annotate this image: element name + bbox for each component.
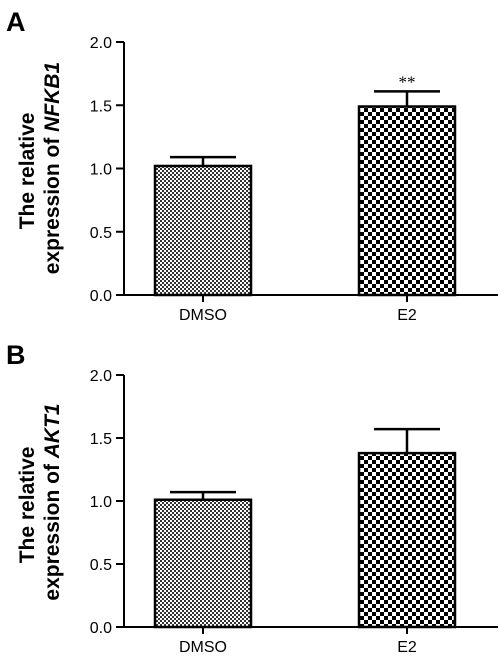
y-tick-label: 0.5 [90,557,112,574]
panel-b: B The relative expression of AKT1 0.0 0.5… [6,340,498,656]
x-tick-label: E2 [397,307,417,324]
bar-dmso [153,164,253,297]
bar-e2 [357,105,457,297]
y-tick-label: 1.5 [90,98,112,115]
y-tick-label: 1.0 [90,494,112,511]
bar-dmso [153,498,253,629]
y-tick-label: 0.0 [90,620,112,637]
y-axis-label: The relative expression of NFKB1 [16,62,64,274]
plot-area: 0.0 0.5 1.0 1.5 2.0 DMSO E2 ** [90,35,498,324]
panel-a: A The relative expression of NFKB1 0.00.… [6,7,498,324]
significance-label: ** [399,72,416,91]
y-axis-label-gene: NFKB1 [41,62,64,132]
y-axis-label-line2: expression of NFKB1 [41,62,64,274]
panel-label: A [6,7,26,37]
bar-e2 [357,451,457,629]
y-tick-label: 0.0 [90,288,112,305]
y-axis-label-gene: AKT1 [41,403,64,459]
x-tick-label: E2 [397,639,417,656]
y-tick-label: 1.0 [90,162,112,179]
y-axis-label-line1: The relative [16,447,39,564]
y-axis-label-prefix: expression of [41,458,64,600]
x-tick-label: DMSO [179,639,227,656]
y-tick-label: 0.5 [90,225,112,242]
y-axis-label-prefix: expression of [41,132,64,274]
y-axis-label-line1: The relative [16,113,39,230]
plot-area: 0.0 0.5 1.0 1.5 2.0 DMSO E2 [90,368,498,656]
y-tick-label: 2.0 [90,35,112,52]
y-tick-label: 2.0 [90,368,112,385]
y-axis-label: The relative expression of AKT1 [16,403,64,600]
panel-label: B [6,340,26,370]
y-tick-label: 1.5 [90,431,112,448]
y-axis-label-line2: expression of AKT1 [41,403,64,600]
x-tick-label: DMSO [179,307,227,324]
